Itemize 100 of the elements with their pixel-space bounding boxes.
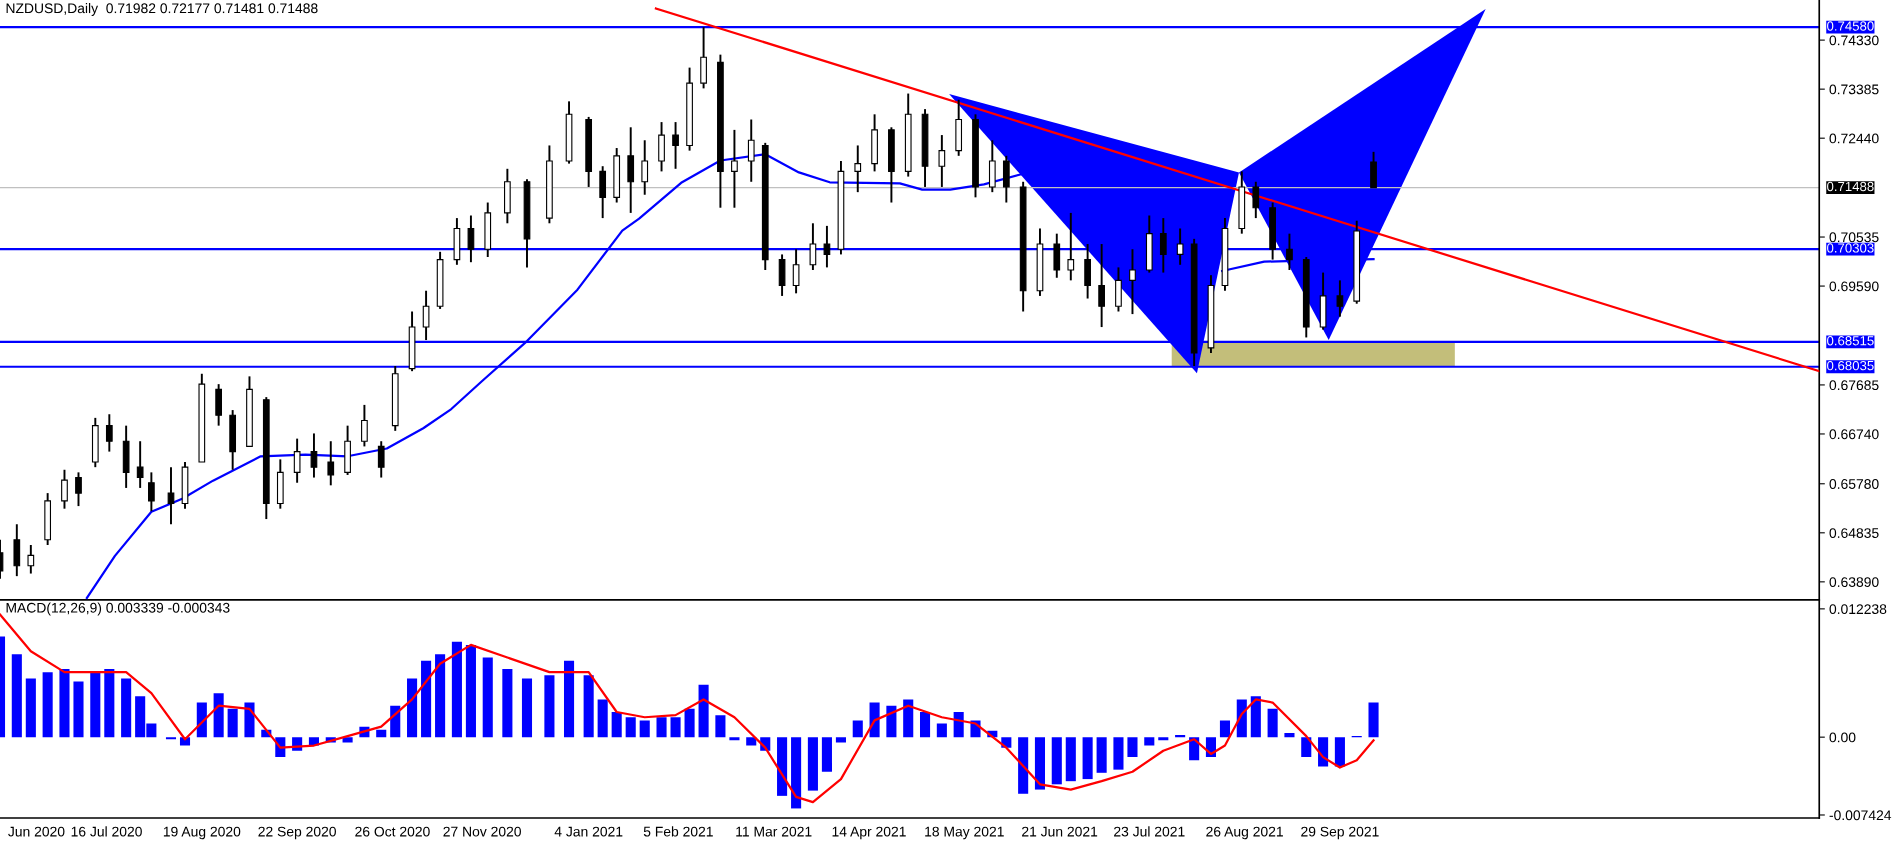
bar: [903, 699, 914, 738]
candlestick: [136, 440, 144, 489]
bar: [544, 675, 555, 738]
bar: [1018, 737, 1029, 794]
x-tick-label: 23 Jul 2021: [1114, 826, 1185, 837]
bar: [611, 712, 622, 738]
x-tick-label: 22 Sep 2020: [258, 826, 336, 840]
bar: [90, 672, 101, 738]
bar: [121, 678, 132, 738]
bar: [1267, 708, 1278, 738]
bar: [670, 717, 681, 738]
bar: [59, 669, 70, 738]
x-tick-label: 19 Aug 2020: [163, 826, 241, 840]
bar: [1219, 720, 1231, 738]
x-tick-label: 26 Oct 2020: [355, 826, 430, 837]
bar: [852, 720, 863, 738]
candlestick: [422, 289, 430, 342]
bar: [746, 737, 757, 746]
candlestick: [747, 118, 755, 183]
bar: [919, 712, 931, 738]
chart-title: MACD(12,26,9) 0.003339 -0.000343: [6, 602, 230, 616]
candlestick: [148, 471, 155, 513]
candlestick: [641, 139, 649, 196]
bar: [597, 699, 608, 738]
candlestick: [792, 248, 800, 295]
candlestick: [854, 144, 862, 194]
bar: [1318, 737, 1329, 767]
candlestick: [377, 440, 385, 479]
bar: [936, 723, 947, 738]
bar: [729, 737, 740, 741]
candlestick: [61, 468, 68, 510]
bar: [886, 705, 897, 738]
candlestick: [823, 224, 831, 269]
bar: [1034, 737, 1046, 790]
bar: [25, 678, 36, 738]
y-tick-label: 0.63890: [1829, 577, 1879, 588]
y-tick-label: -0.007424: [1829, 810, 1892, 821]
bar: [1113, 737, 1124, 770]
y-tick-label: 0.66740: [1829, 429, 1879, 440]
candlestick: [809, 222, 817, 271]
candlestick: [293, 437, 301, 484]
bar: [563, 660, 575, 738]
candlestick: [1252, 180, 1260, 220]
bar: [656, 717, 667, 738]
bar: [1368, 702, 1379, 738]
bar: [482, 657, 493, 738]
x-tick-label: 29 Sep 2021: [1301, 826, 1379, 840]
bar: [165, 737, 177, 740]
x-tick-label: 18 May 2021: [925, 826, 1004, 840]
candlestick: [361, 403, 368, 448]
x-tick-label: 4 Jan 2021: [554, 826, 623, 837]
candlestick: [75, 471, 82, 508]
candlestick: [1098, 243, 1105, 329]
bar: [807, 737, 818, 791]
y-tick-label: 0.65780: [1829, 479, 1879, 489]
bar: [1127, 737, 1138, 758]
bar: [1284, 732, 1295, 738]
bar: [227, 708, 238, 738]
candlestick: [27, 544, 35, 575]
bar: [583, 675, 594, 738]
bar: [521, 678, 533, 738]
y-tick-label: 0.72440: [1829, 133, 1879, 144]
y-tick-label: 0.67685: [1829, 380, 1879, 391]
y-tick-label: 0.64835: [1829, 528, 1879, 538]
chart-title: NZDUSD,Daily 0.71982 0.72177 0.71481 0.71488: [6, 3, 318, 16]
bar: [11, 654, 22, 738]
x-tick-label: 16 Jul 2020: [71, 826, 142, 837]
x-tick-label: 5 Feb 2021: [643, 826, 713, 837]
bar: [502, 669, 513, 738]
bar: [821, 737, 832, 772]
candlestick: [938, 134, 946, 188]
y-tick-label: 0.00: [1829, 732, 1856, 743]
bar: [104, 669, 115, 738]
ref-line-label: 0.68035: [1827, 360, 1874, 371]
candlestick: [1067, 211, 1075, 282]
bar: [1051, 737, 1062, 785]
x-tick-label: 11 Mar 2021: [736, 826, 812, 837]
candlestick: [1176, 227, 1184, 266]
ref-line-label: 0.70303: [1827, 243, 1874, 253]
bar: [376, 729, 387, 738]
x-tick-label: 27 Nov 2020: [443, 826, 521, 837]
x-tick-label: 21 Jun 2021: [1022, 826, 1098, 837]
bar: [684, 708, 695, 738]
ref-line-label: 0.74580: [1827, 21, 1874, 31]
candlestick: [167, 466, 175, 526]
candlestick: [1129, 248, 1136, 316]
bar: [73, 681, 84, 738]
x-tick-label: 14 Apr 2021: [832, 826, 906, 840]
bar: [639, 720, 650, 738]
x-tick-label: Jun 2020: [8, 826, 65, 837]
bar: [835, 737, 846, 743]
bar: [791, 737, 802, 809]
bar: [1175, 735, 1186, 738]
bar: [1250, 696, 1261, 738]
y-tick-label: 0.73385: [1829, 84, 1879, 95]
bar: [451, 641, 462, 738]
candlestick: [310, 432, 318, 479]
candlestick: [1336, 279, 1344, 318]
bar: [1082, 737, 1093, 780]
y-tick-label: 0.74330: [1829, 35, 1879, 46]
